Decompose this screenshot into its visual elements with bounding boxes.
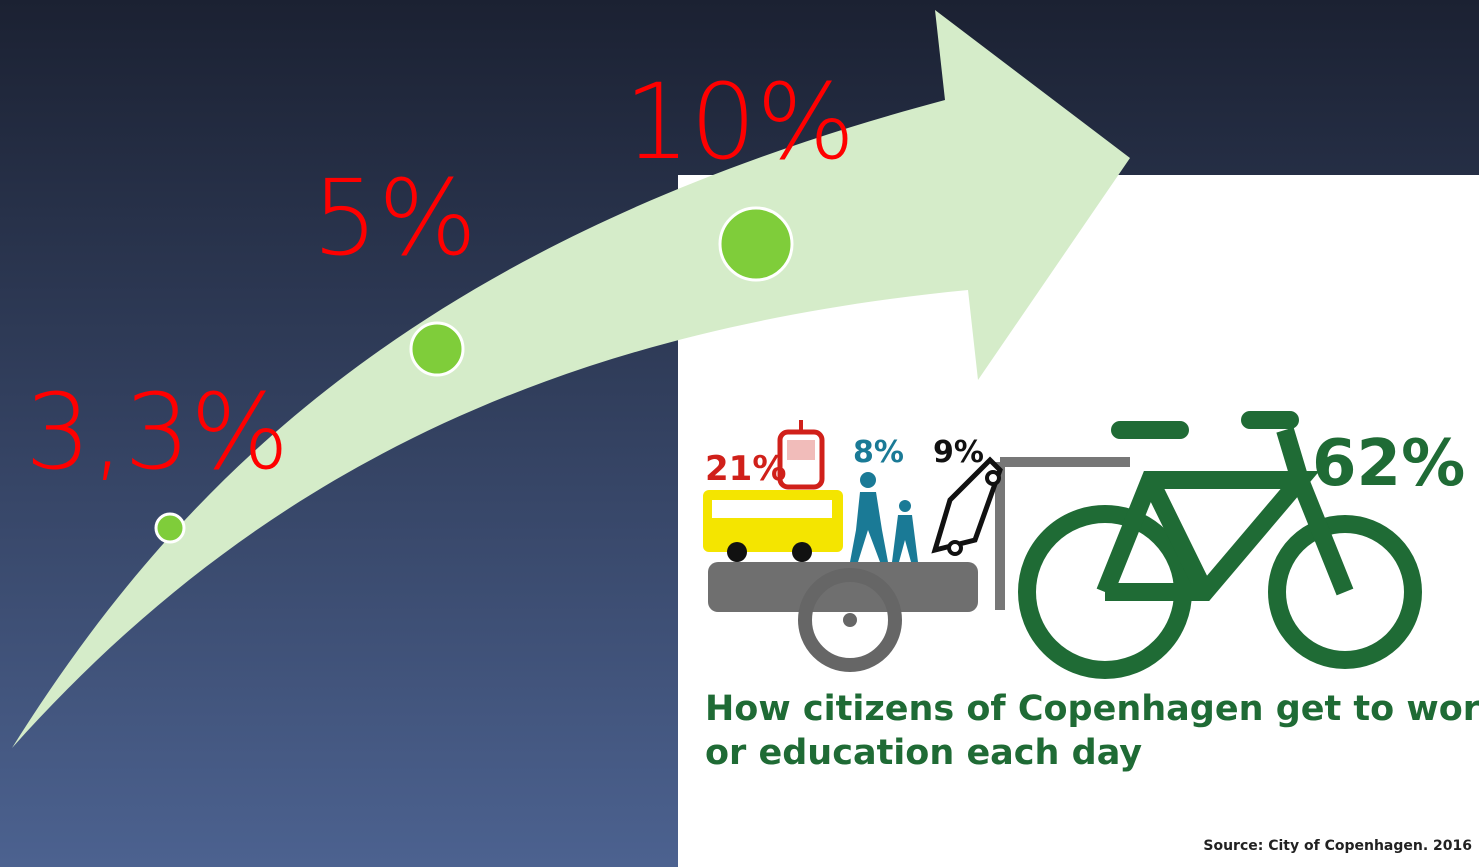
info-title: How citizens of Copenhagen get to work	[705, 689, 1479, 729]
info-title: or education each day	[705, 733, 1142, 773]
source: Source: City of Copenhagen. 2016	[1203, 838, 1472, 854]
walk-icon	[850, 472, 918, 562]
mode-label: 62%	[1312, 427, 1465, 501]
growth-label: 5%	[312, 157, 477, 279]
tram-icon	[777, 420, 825, 490]
growth-arrow	[12, 10, 1130, 748]
cargo-bike	[708, 457, 1130, 672]
growth-label: 10%	[624, 61, 855, 183]
dot	[409, 321, 465, 377]
car-icon	[931, 456, 1003, 556]
mode-label: 8%	[853, 435, 904, 470]
dot	[718, 206, 794, 282]
growth-label: 3,3%	[25, 371, 289, 493]
mode-label: 21%	[705, 449, 786, 489]
mode-label: 9%	[933, 435, 984, 470]
bus-icon	[703, 490, 843, 562]
bicycle-icon	[1018, 411, 1422, 679]
dot	[154, 512, 186, 544]
